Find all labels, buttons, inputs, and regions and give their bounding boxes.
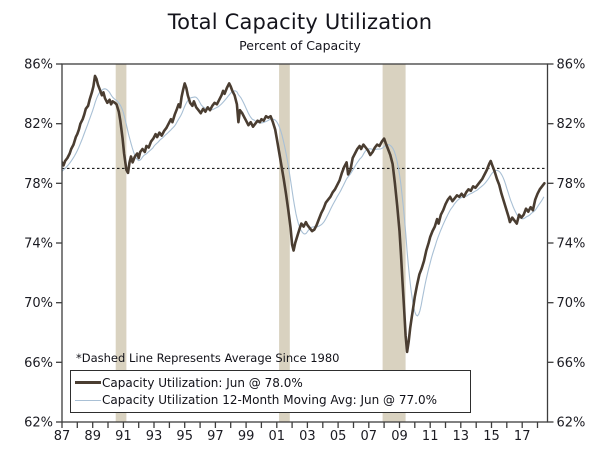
- y-tick-label: 82%: [557, 117, 586, 132]
- x-tick-label: 15: [483, 429, 500, 444]
- y-tick-label: 74%: [557, 237, 586, 252]
- y-tick-label: 86%: [24, 58, 53, 73]
- x-tick-label: 99: [238, 429, 255, 444]
- y-tick-label: 78%: [557, 177, 586, 192]
- legend-row-moving-avg: Capacity Utilization 12-Month Moving Avg…: [75, 393, 466, 407]
- legend-row-capacity-utilization: Capacity Utilization: Jun @ 78.0%: [75, 376, 466, 390]
- x-tick-label: 03: [299, 429, 316, 444]
- y-tick-label: 66%: [557, 356, 586, 371]
- x-tick-label: 95: [176, 429, 193, 444]
- moving-avg-line: [62, 88, 545, 317]
- x-tick-label: 97: [207, 429, 224, 444]
- capacity-utilization-line: [62, 74, 546, 354]
- y-tick-label: 62%: [557, 416, 586, 431]
- moving-avg-line-swatch-icon: [75, 399, 101, 401]
- x-tick-label: 87: [54, 429, 71, 444]
- x-tick-label: 07: [361, 429, 378, 444]
- legend-label: Capacity Utilization: Jun @ 78.0%: [102, 375, 303, 390]
- chart-subtitle: Percent of Capacity: [239, 38, 361, 53]
- x-tick-label: 13: [453, 429, 470, 444]
- x-tick-label: 01: [269, 429, 286, 444]
- y-tick-label: 66%: [24, 356, 53, 371]
- x-tick-label: 05: [330, 429, 347, 444]
- plot-border: [61, 63, 549, 423]
- x-tick-label: 17: [514, 429, 531, 444]
- recession-band: [115, 64, 127, 422]
- x-tick-label: 89: [84, 429, 101, 444]
- x-tick-label: 93: [146, 429, 163, 444]
- avg-note: *Dashed Line Represents Average Since 19…: [76, 351, 340, 365]
- recession-band: [382, 64, 406, 422]
- y-tick-label: 86%: [557, 58, 586, 73]
- y-tick-label: 74%: [24, 237, 53, 252]
- y-tick-label: 78%: [24, 177, 53, 192]
- legend: Capacity Utilization: Jun @ 78.0% Capaci…: [70, 370, 471, 413]
- x-tick-label: 09: [391, 429, 408, 444]
- chart-title: Total Capacity Utilization: [167, 10, 433, 34]
- y-tick-label: 70%: [557, 296, 586, 311]
- x-tick-label: 11: [422, 429, 439, 444]
- y-tick-label: 82%: [24, 117, 53, 132]
- recession-band: [279, 64, 290, 422]
- y-tick-label: 62%: [24, 416, 53, 431]
- x-tick-label: 91: [115, 429, 132, 444]
- capacity-line-swatch-icon: [75, 381, 101, 385]
- y-tick-label: 70%: [24, 296, 53, 311]
- legend-label: Capacity Utilization 12-Month Moving Avg…: [102, 393, 437, 408]
